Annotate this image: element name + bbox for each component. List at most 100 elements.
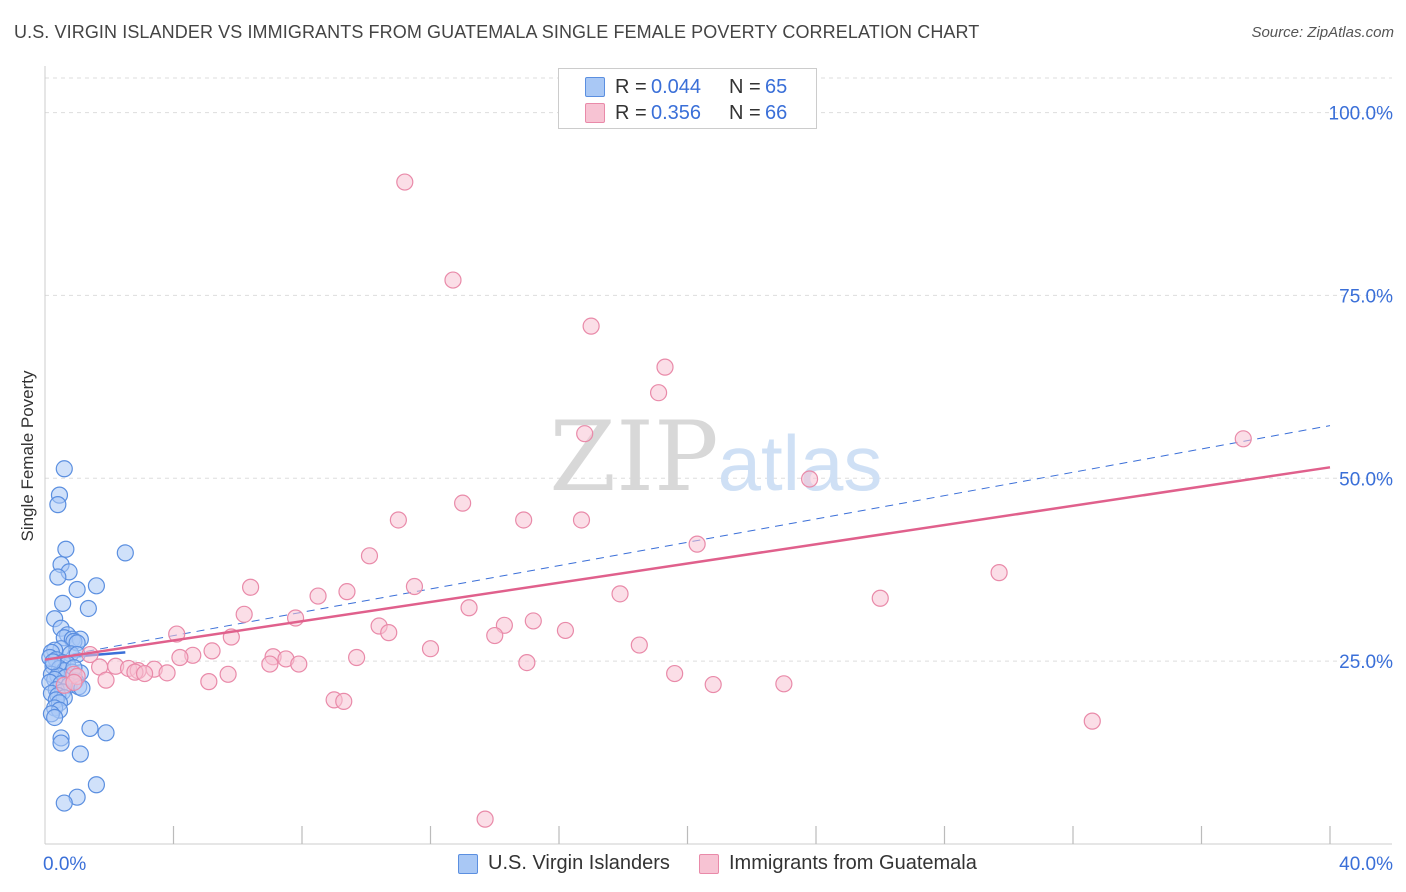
- data-point-guatemala: [556, 621, 575, 640]
- data-point-guatemala: [871, 589, 889, 607]
- data-point-guatemala: [649, 384, 668, 402]
- trend-line-dashed: [44, 425, 1331, 660]
- data-point-guatemala: [656, 358, 674, 376]
- legend-n-label: N =: [729, 101, 761, 124]
- data-point-guatemala: [515, 511, 533, 529]
- legend-r-label: R =: [615, 101, 647, 124]
- data-point-guatemala: [1234, 430, 1252, 448]
- data-point-guatemala: [460, 599, 478, 617]
- data-point-guatemala: [486, 626, 504, 645]
- source-label: Source: ZipAtlas.com: [1251, 24, 1394, 41]
- points-virgin-islanders: [41, 460, 134, 812]
- data-point-virgin-islanders: [79, 599, 97, 618]
- data-point-guatemala: [360, 547, 379, 565]
- legend-n-value: 66: [765, 101, 788, 124]
- data-point-virgin-islanders: [87, 776, 106, 794]
- data-point-guatemala: [65, 673, 83, 691]
- data-point-guatemala: [242, 578, 260, 596]
- legend-n-value: 65: [765, 75, 788, 98]
- x-tick-label: 0.0%: [43, 854, 86, 875]
- data-point-virgin-islanders: [57, 540, 75, 558]
- bottom-legend-swatch-pink: [699, 853, 719, 874]
- data-point-guatemala: [582, 317, 600, 335]
- data-point-guatemala: [338, 583, 356, 601]
- data-point-guatemala: [1083, 712, 1101, 730]
- data-point-guatemala: [688, 535, 706, 553]
- data-point-guatemala: [203, 642, 221, 660]
- data-point-guatemala: [380, 624, 398, 642]
- data-point-guatemala: [168, 625, 186, 643]
- watermark-atlas: atlas: [718, 419, 883, 507]
- bottom-legend-label: U.S. Virgin Islanders: [488, 852, 670, 874]
- y-axis-label: Single Female Poverty: [18, 370, 37, 542]
- data-point-virgin-islanders: [97, 724, 115, 742]
- data-point-virgin-islanders: [55, 460, 73, 478]
- data-point-guatemala: [990, 564, 1008, 582]
- data-point-guatemala: [290, 655, 308, 673]
- tick-labels: 25.0% 50.0% 75.0% 100.0% 0.0% 40.0%: [43, 104, 1393, 875]
- data-point-guatemala: [261, 655, 279, 673]
- points-guatemala: [55, 173, 1252, 828]
- data-point-virgin-islanders: [46, 708, 64, 727]
- bottom-legend-label: Immigrants from Guatemala: [729, 852, 977, 874]
- legend-row-virgin-islanders: R = 0.044 N = 65: [559, 74, 787, 100]
- legend-r-value: 0.356: [651, 101, 702, 124]
- data-point-guatemala: [200, 673, 218, 691]
- data-point-virgin-islanders: [49, 568, 67, 586]
- data-point-guatemala: [704, 675, 722, 694]
- data-point-virgin-islanders: [52, 734, 70, 752]
- data-point-guatemala: [389, 511, 407, 529]
- data-point-virgin-islanders: [54, 594, 72, 612]
- data-point-guatemala: [235, 605, 253, 623]
- trend-line: [44, 466, 1331, 661]
- data-point-virgin-islanders: [81, 719, 99, 738]
- data-point-guatemala: [135, 664, 154, 683]
- bottom-legend-swatch-blue: [458, 853, 478, 874]
- legend-n-label: N =: [729, 75, 761, 98]
- legend-swatch-blue: [585, 77, 605, 97]
- data-point-guatemala: [421, 640, 440, 658]
- data-point-guatemala: [396, 173, 414, 191]
- data-point-guatemala: [576, 425, 594, 443]
- bottom-legend-guatemala: Immigrants from Guatemala: [699, 852, 977, 875]
- legend-swatch-pink: [585, 103, 605, 123]
- y-tick-label: 50.0%: [1339, 469, 1393, 490]
- data-point-virgin-islanders: [49, 496, 67, 514]
- data-point-guatemala: [309, 587, 327, 605]
- data-point-virgin-islanders: [55, 794, 73, 812]
- data-point-guatemala: [611, 585, 629, 603]
- data-point-virgin-islanders: [44, 653, 62, 671]
- data-point-guatemala: [348, 648, 366, 667]
- data-point-guatemala: [476, 810, 494, 828]
- data-point-virgin-islanders: [116, 544, 134, 562]
- gridlines: [45, 77, 1392, 662]
- bottom-legend-virgin-islanders: U.S. Virgin Islanders: [458, 852, 670, 875]
- data-point-guatemala: [666, 664, 684, 683]
- data-point-virgin-islanders: [68, 580, 86, 599]
- data-point-guatemala: [444, 271, 462, 289]
- data-point-guatemala: [405, 577, 424, 596]
- data-point-guatemala: [518, 654, 536, 672]
- data-point-guatemala: [335, 692, 353, 710]
- y-tick-label: 100.0%: [1329, 104, 1394, 125]
- data-point-guatemala: [572, 511, 591, 529]
- data-point-guatemala: [454, 494, 472, 512]
- data-point-guatemala: [775, 675, 793, 693]
- data-point-guatemala: [219, 665, 237, 683]
- data-point-virgin-islanders: [71, 745, 89, 763]
- data-point-guatemala: [158, 664, 176, 682]
- chart-title: U.S. VIRGIN ISLANDER VS IMMIGRANTS FROM …: [14, 22, 980, 42]
- data-point-guatemala: [171, 648, 189, 667]
- data-point-guatemala: [630, 636, 648, 654]
- watermark: ZIP atlas: [549, 401, 882, 513]
- data-point-guatemala: [524, 612, 542, 630]
- y-tick-label: 25.0%: [1339, 652, 1393, 673]
- x-tick-label: 40.0%: [1339, 854, 1393, 875]
- legend-box: R = 0.044 N = 65 R = 0.356 N = 66: [558, 68, 817, 129]
- data-point-guatemala: [97, 671, 115, 689]
- legend-r-value: 0.044: [651, 75, 702, 98]
- watermark-zip: ZIP: [549, 401, 718, 513]
- data-point-guatemala: [800, 470, 819, 488]
- legend-row-guatemala: R = 0.356 N = 66: [559, 100, 787, 126]
